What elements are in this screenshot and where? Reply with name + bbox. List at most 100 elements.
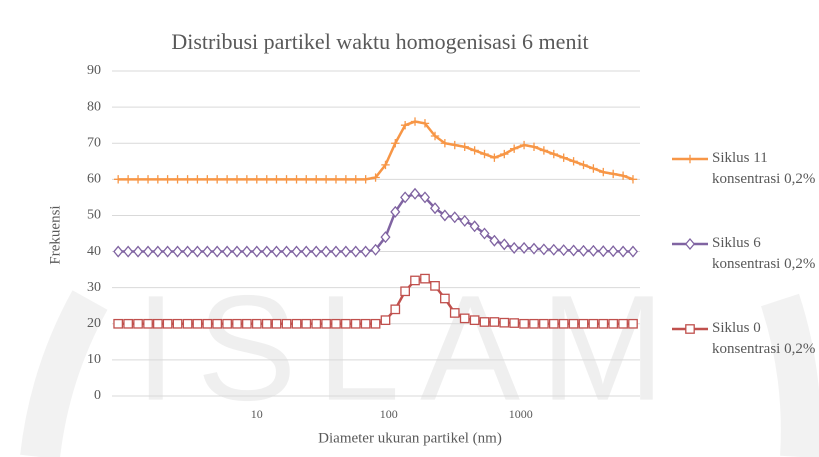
data-point [381,160,390,170]
data-point [548,243,559,256]
data-point [301,318,312,329]
data-point [400,191,411,204]
data-point [608,169,618,179]
data-point [113,318,124,329]
legend-label: Siklus 11 konsentrasi 0,2% [712,150,816,187]
data-point [152,245,163,258]
data-point [212,245,223,258]
data-point [509,144,519,153]
data-point [450,140,459,150]
data-point [538,243,549,256]
data-point [251,318,262,329]
y-tick-label: 20 [87,316,101,331]
data-point [608,318,619,329]
y-axis-label: Frekuensi [47,205,63,264]
data-point [162,318,173,329]
x-tick-label: 1000 [509,407,533,421]
data-point [172,245,183,258]
data-point [312,175,321,184]
data-point [241,245,252,258]
data-point [281,245,292,258]
y-tick-label: 0 [94,388,101,403]
data-point [440,139,450,148]
data-point [439,209,450,222]
data-point [282,175,291,184]
legend-marker [684,237,696,251]
data-point [528,242,540,255]
data-point [569,157,578,166]
data-point [420,119,430,128]
data-point [350,245,361,258]
data-point [182,245,193,258]
data-point [380,315,391,326]
x-tick-label: 100 [380,407,398,421]
data-point [479,317,490,327]
data-point [618,171,628,180]
data-point [302,175,311,184]
data-point [321,245,332,258]
data-point [391,139,400,148]
data-point [242,175,252,184]
data-point [499,238,510,251]
data-point [489,234,500,247]
data-point [589,164,598,173]
data-point [173,175,182,184]
data-point [192,245,203,258]
data-point [460,142,469,152]
data-point [340,245,351,258]
data-point [152,318,163,329]
data-point [618,318,628,329]
data-point [133,175,143,184]
data-point [212,318,223,329]
data-point [459,214,470,227]
data-point [202,245,213,258]
data-point [390,205,401,218]
y-tick-label: 60 [87,172,101,187]
data-point [410,275,420,286]
data-point [558,318,569,329]
data-point [598,318,609,329]
x-tick-label: 10 [251,407,263,421]
data-point [449,308,460,318]
data-point [578,318,589,329]
data-point [291,318,302,329]
data-point [202,318,213,329]
data-point [549,149,558,159]
data-point [123,175,133,184]
data-point [182,318,193,329]
data-point [163,175,172,184]
data-point [331,175,341,184]
data-point [371,173,380,182]
data-point [599,167,608,177]
data-point [331,318,341,329]
data-point [272,175,281,184]
data-point [350,318,361,329]
data-point [598,245,609,258]
data-point [242,318,252,329]
data-point [321,318,331,329]
data-point [113,245,124,258]
data-point [232,175,242,184]
data-point [628,318,638,329]
y-tick-label: 70 [87,135,101,150]
data-point [579,160,588,170]
data-point [489,317,500,327]
data-point [608,245,619,258]
legend-marker [685,154,695,164]
y-tick-label: 90 [87,63,101,78]
data-point [212,175,222,184]
data-point [351,175,360,184]
data-point [341,318,351,329]
data-point [370,318,381,329]
data-point [529,142,539,152]
data-point [470,146,479,155]
data-point [123,245,134,258]
data-point [559,153,568,162]
data-point [193,175,202,184]
data-point [429,202,441,215]
data-point [360,245,371,258]
data-point [449,211,460,224]
data-point [420,273,430,284]
